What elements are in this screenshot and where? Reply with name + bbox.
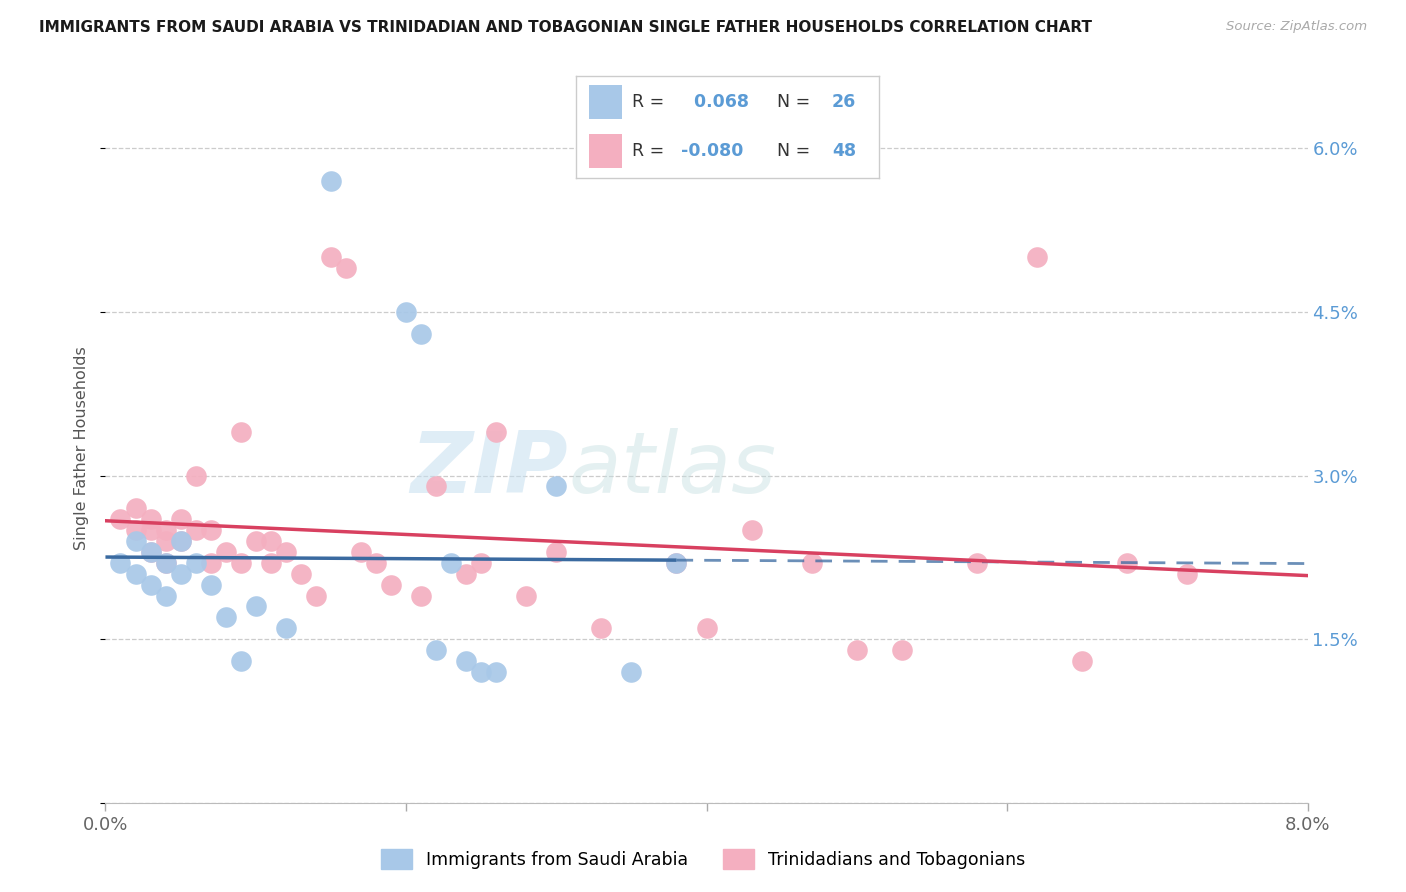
- Point: [335, 261, 357, 276]
- Point: [845, 643, 868, 657]
- Point: [200, 577, 222, 591]
- Point: [139, 523, 162, 537]
- Point: [274, 545, 297, 559]
- Point: [124, 533, 146, 548]
- Point: [290, 566, 312, 581]
- Point: [200, 556, 222, 570]
- Point: [155, 556, 177, 570]
- Point: [1026, 250, 1049, 264]
- Point: [139, 577, 162, 591]
- Point: [380, 577, 402, 591]
- Point: [214, 610, 236, 624]
- Text: 0.068: 0.068: [689, 93, 749, 111]
- Text: ZIP: ZIP: [411, 428, 568, 511]
- Point: [169, 566, 191, 581]
- Point: [440, 556, 463, 570]
- Point: [350, 545, 373, 559]
- Point: [260, 533, 283, 548]
- Point: [454, 566, 477, 581]
- Point: [1071, 654, 1094, 668]
- Point: [470, 665, 492, 679]
- Text: IMMIGRANTS FROM SAUDI ARABIA VS TRINIDADIAN AND TOBAGONIAN SINGLE FATHER HOUSEHO: IMMIGRANTS FROM SAUDI ARABIA VS TRINIDAD…: [39, 20, 1092, 35]
- Legend: Immigrants from Saudi Arabia, Trinidadians and Tobagonians: Immigrants from Saudi Arabia, Trinidadia…: [374, 842, 1032, 876]
- Text: 48: 48: [832, 142, 856, 161]
- Text: -0.080: -0.080: [681, 142, 744, 161]
- Point: [155, 556, 177, 570]
- Point: [245, 599, 267, 614]
- Point: [1175, 566, 1198, 581]
- Bar: [589, 85, 621, 119]
- Point: [591, 621, 613, 635]
- Point: [425, 643, 447, 657]
- Point: [214, 545, 236, 559]
- Point: [169, 533, 191, 548]
- Point: [139, 512, 162, 526]
- Point: [155, 589, 177, 603]
- Point: [155, 523, 177, 537]
- Point: [169, 512, 191, 526]
- Point: [184, 556, 207, 570]
- Bar: [589, 135, 621, 168]
- Point: [305, 589, 328, 603]
- Point: [409, 326, 432, 341]
- Point: [546, 545, 568, 559]
- Text: 26: 26: [832, 93, 856, 111]
- Point: [319, 250, 342, 264]
- Point: [485, 665, 508, 679]
- Point: [364, 556, 387, 570]
- Point: [1116, 556, 1139, 570]
- Text: R =: R =: [633, 142, 665, 161]
- Point: [124, 523, 146, 537]
- Point: [260, 556, 283, 570]
- Point: [169, 533, 191, 548]
- Point: [155, 533, 177, 548]
- Point: [741, 523, 763, 537]
- Point: [425, 479, 447, 493]
- Point: [200, 523, 222, 537]
- Point: [696, 621, 718, 635]
- Point: [110, 556, 132, 570]
- Text: N =: N =: [778, 93, 811, 111]
- Point: [395, 305, 418, 319]
- Text: N =: N =: [778, 142, 811, 161]
- Point: [515, 589, 537, 603]
- Point: [665, 556, 688, 570]
- Point: [409, 589, 432, 603]
- Point: [124, 566, 146, 581]
- Point: [139, 545, 162, 559]
- Point: [184, 468, 207, 483]
- Point: [110, 512, 132, 526]
- Point: [546, 479, 568, 493]
- Point: [184, 523, 207, 537]
- Point: [800, 556, 823, 570]
- Point: [485, 425, 508, 439]
- Point: [319, 174, 342, 188]
- Text: atlas: atlas: [568, 428, 776, 511]
- Y-axis label: Single Father Households: Single Father Households: [73, 346, 89, 550]
- Point: [124, 501, 146, 516]
- Point: [229, 654, 252, 668]
- Point: [890, 643, 912, 657]
- Point: [620, 665, 643, 679]
- Point: [245, 533, 267, 548]
- Point: [139, 545, 162, 559]
- Text: R =: R =: [633, 93, 665, 111]
- Point: [229, 556, 252, 570]
- Point: [966, 556, 988, 570]
- Text: Source: ZipAtlas.com: Source: ZipAtlas.com: [1226, 20, 1367, 33]
- Point: [665, 556, 688, 570]
- Point: [470, 556, 492, 570]
- Point: [229, 425, 252, 439]
- Point: [274, 621, 297, 635]
- Point: [454, 654, 477, 668]
